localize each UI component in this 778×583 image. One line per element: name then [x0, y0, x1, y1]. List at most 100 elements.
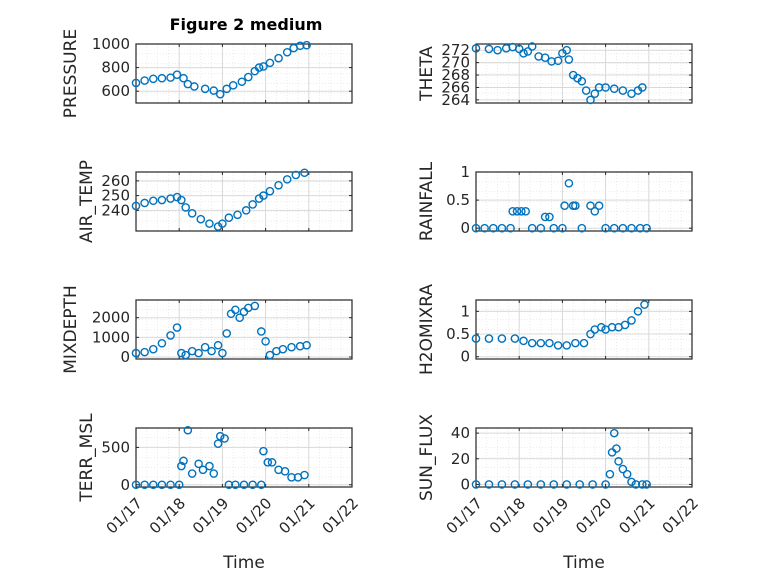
- data-point: [302, 40, 311, 50]
- data-point: [181, 350, 190, 360]
- data-point: [302, 340, 311, 350]
- y-tick-label: 0: [120, 348, 130, 366]
- data-point: [564, 178, 574, 188]
- data-point: [575, 480, 584, 489]
- data-point: [564, 55, 574, 64]
- data-point: [562, 45, 572, 55]
- data-point: [590, 89, 600, 98]
- data-point: [640, 300, 649, 309]
- data-point: [177, 461, 186, 471]
- data-point: [259, 446, 268, 456]
- x-tick-label: 01/19: [529, 494, 572, 537]
- data-point: [131, 78, 141, 88]
- data-point: [536, 223, 546, 233]
- data-point: [471, 334, 481, 343]
- x-tick-label: 01/19: [189, 494, 232, 537]
- data-point: [224, 480, 234, 490]
- y-tick-label: 1000: [92, 35, 130, 53]
- data-point: [181, 203, 190, 212]
- data-point: [256, 327, 266, 336]
- data-point: [282, 175, 292, 184]
- data-point: [172, 70, 182, 79]
- data-point: [248, 480, 257, 490]
- y-tick-label: 266: [441, 78, 470, 96]
- data-point: [586, 329, 595, 339]
- axes-box: [135, 43, 353, 104]
- data-point: [553, 341, 563, 350]
- data-point: [618, 86, 628, 95]
- y-tick-label: 0: [460, 348, 470, 366]
- data-point: [148, 480, 158, 490]
- data-point: [166, 480, 175, 490]
- data-point: [527, 42, 537, 51]
- data-point: [484, 480, 494, 489]
- data-point: [280, 467, 290, 476]
- data-point: [261, 336, 270, 346]
- data-point: [131, 348, 141, 358]
- data-point: [627, 316, 636, 325]
- y-tick-label: 20: [451, 450, 470, 468]
- y-tick-label: 270: [441, 54, 470, 72]
- chart-sun_flux: 0 20 40 01/17 01/18 01/19 01/20 01/21 01/22 Time S…: [417, 414, 702, 573]
- x-axis-label: Time: [222, 553, 265, 573]
- data-point: [140, 480, 149, 490]
- data-point: [590, 207, 600, 216]
- data-point: [596, 322, 606, 332]
- y-axis-label: MIXDEPTH: [61, 285, 81, 374]
- data-point: [179, 73, 188, 83]
- data-point: [545, 212, 554, 222]
- y-axis-label: THETA: [417, 46, 437, 102]
- data-point: [140, 198, 149, 208]
- data-point: [609, 84, 619, 94]
- y-tick-label: 240: [101, 201, 130, 219]
- data-point: [480, 223, 489, 233]
- data-point: [148, 344, 158, 354]
- data-point: [207, 346, 216, 356]
- data-point: [512, 207, 522, 216]
- data-point: [300, 470, 309, 480]
- data-point: [157, 195, 167, 205]
- data-point: [497, 480, 507, 489]
- data-point: [609, 223, 619, 233]
- data-point: [540, 53, 550, 62]
- data-point: [536, 338, 546, 348]
- axes-box: [475, 43, 693, 104]
- data-point: [642, 223, 651, 233]
- data-point: [549, 480, 559, 489]
- data-point: [612, 444, 621, 453]
- data-point: [196, 214, 206, 224]
- y-tick-label: 1: [460, 163, 470, 181]
- data-point: [618, 464, 628, 474]
- data-point: [549, 223, 559, 233]
- y-tick-label: 40: [451, 424, 470, 442]
- data-point: [581, 86, 591, 95]
- data-point: [642, 480, 651, 489]
- y-tick-label: 1000: [92, 328, 130, 346]
- x-tick-label: 01/21: [275, 494, 318, 537]
- data-point: [577, 223, 587, 233]
- data-point: [571, 201, 580, 211]
- data-point: [631, 480, 641, 489]
- y-tick-label: 250: [101, 187, 130, 205]
- data-point: [571, 338, 580, 348]
- data-point: [493, 45, 502, 55]
- data-point: [157, 480, 167, 490]
- data-point: [174, 480, 184, 490]
- data-point: [274, 180, 283, 190]
- data-point: [620, 320, 630, 330]
- data-point: [638, 83, 647, 92]
- data-point: [586, 201, 595, 211]
- data-point: [527, 338, 537, 348]
- y-tick-label: 0.5: [446, 325, 470, 343]
- y-tick-label: 0: [460, 219, 470, 237]
- data-point: [259, 191, 268, 200]
- x-tick-label: 01/18: [146, 494, 189, 537]
- data-point: [510, 334, 520, 343]
- data-point: [521, 207, 530, 216]
- y-axis-label: TERR_MSL: [77, 413, 97, 503]
- data-point: [215, 89, 225, 99]
- data-point: [267, 458, 277, 467]
- x-tick-label: 01/17: [103, 494, 146, 537]
- axes-box: [475, 427, 693, 488]
